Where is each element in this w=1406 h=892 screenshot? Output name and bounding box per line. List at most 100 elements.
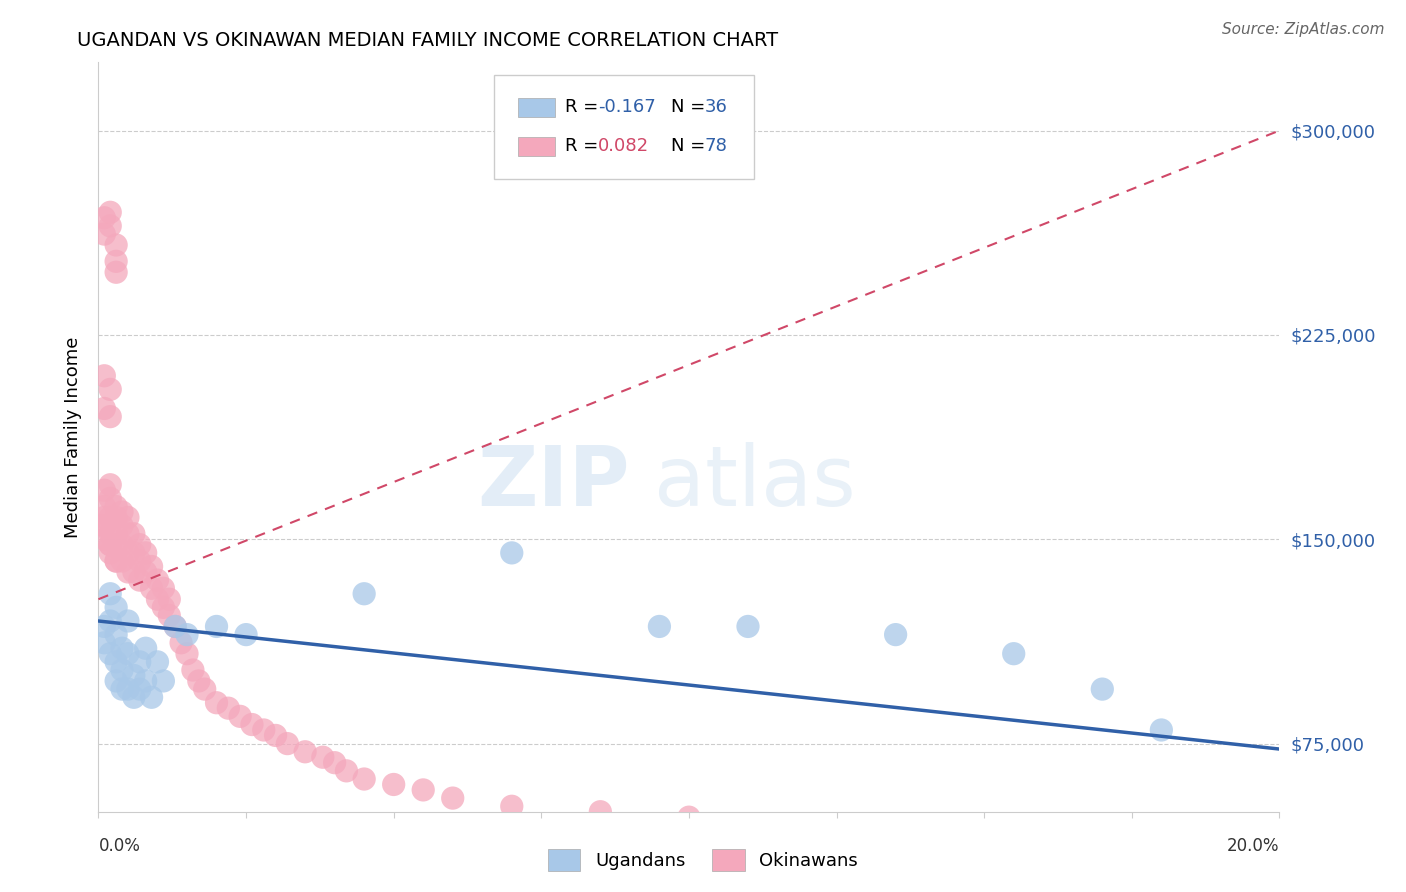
Y-axis label: Median Family Income: Median Family Income bbox=[63, 336, 82, 538]
Point bbox=[240, 717, 263, 731]
Point bbox=[181, 663, 204, 677]
Point bbox=[93, 510, 115, 524]
Point bbox=[141, 690, 163, 705]
Point bbox=[98, 538, 121, 552]
Text: R =: R = bbox=[565, 137, 605, 155]
Point bbox=[98, 409, 121, 424]
Point bbox=[589, 805, 612, 819]
Point bbox=[117, 647, 139, 661]
Point bbox=[105, 238, 128, 252]
Point bbox=[146, 592, 169, 607]
Point bbox=[128, 655, 150, 669]
Point bbox=[152, 673, 174, 688]
Point bbox=[135, 546, 157, 560]
Point bbox=[165, 619, 187, 633]
Point bbox=[122, 526, 145, 541]
Point bbox=[128, 682, 150, 697]
Point bbox=[117, 565, 139, 579]
Point bbox=[93, 518, 115, 533]
Point bbox=[152, 582, 174, 596]
Point bbox=[105, 265, 128, 279]
Point bbox=[152, 600, 174, 615]
Point bbox=[122, 668, 145, 682]
Point bbox=[98, 538, 121, 552]
Point bbox=[93, 227, 115, 241]
Point bbox=[122, 565, 145, 579]
Point bbox=[217, 701, 239, 715]
Point bbox=[105, 526, 128, 541]
Point bbox=[382, 777, 405, 791]
Point bbox=[229, 709, 252, 723]
Point bbox=[187, 673, 209, 688]
Point bbox=[412, 783, 434, 797]
Point bbox=[105, 627, 128, 641]
Text: ZIP: ZIP bbox=[478, 442, 630, 523]
Point bbox=[98, 491, 121, 506]
FancyBboxPatch shape bbox=[494, 75, 754, 178]
Point bbox=[105, 554, 128, 568]
Point bbox=[353, 587, 375, 601]
Point bbox=[170, 636, 193, 650]
Point bbox=[93, 636, 115, 650]
Point bbox=[884, 627, 907, 641]
Text: 36: 36 bbox=[704, 98, 727, 117]
Point bbox=[105, 254, 128, 268]
Point bbox=[117, 614, 139, 628]
Point bbox=[737, 619, 759, 633]
Point bbox=[117, 510, 139, 524]
Point bbox=[141, 559, 163, 574]
Point bbox=[312, 750, 335, 764]
Point bbox=[205, 619, 228, 633]
Point bbox=[501, 546, 523, 560]
Point bbox=[294, 745, 316, 759]
Point bbox=[146, 573, 169, 587]
Point bbox=[98, 614, 121, 628]
Point bbox=[205, 696, 228, 710]
Point bbox=[98, 477, 121, 491]
Point bbox=[264, 728, 287, 742]
Point bbox=[128, 573, 150, 587]
Point bbox=[105, 554, 128, 568]
Point bbox=[146, 655, 169, 669]
Point bbox=[105, 510, 128, 524]
Point bbox=[117, 546, 139, 560]
Point bbox=[157, 608, 180, 623]
Text: 0.0%: 0.0% bbox=[98, 837, 141, 855]
FancyBboxPatch shape bbox=[517, 98, 555, 117]
Point bbox=[93, 518, 115, 533]
Point bbox=[98, 587, 121, 601]
Point bbox=[117, 526, 139, 541]
Point bbox=[117, 682, 139, 697]
Point bbox=[93, 368, 115, 383]
Point bbox=[111, 538, 134, 552]
Point bbox=[105, 655, 128, 669]
Text: N =: N = bbox=[671, 137, 711, 155]
Point bbox=[111, 554, 134, 568]
Point bbox=[194, 682, 217, 697]
Point bbox=[93, 619, 115, 633]
Point bbox=[98, 219, 121, 233]
Point bbox=[111, 682, 134, 697]
Point bbox=[111, 641, 134, 656]
Point bbox=[441, 791, 464, 805]
Point bbox=[98, 546, 121, 560]
Text: 78: 78 bbox=[704, 137, 727, 155]
Point bbox=[323, 756, 346, 770]
Point bbox=[678, 810, 700, 824]
FancyBboxPatch shape bbox=[517, 136, 555, 156]
Point bbox=[253, 723, 276, 737]
Point bbox=[128, 538, 150, 552]
Point bbox=[93, 401, 115, 416]
Point bbox=[157, 592, 180, 607]
Text: 0.082: 0.082 bbox=[598, 137, 650, 155]
Point bbox=[276, 737, 298, 751]
Point bbox=[105, 600, 128, 615]
Point bbox=[98, 205, 121, 219]
Point bbox=[105, 500, 128, 514]
Text: R =: R = bbox=[565, 98, 605, 117]
Point bbox=[111, 663, 134, 677]
Legend: Ugandans, Okinawans: Ugandans, Okinawans bbox=[541, 842, 865, 879]
Point bbox=[98, 510, 121, 524]
Point bbox=[141, 582, 163, 596]
Text: N =: N = bbox=[671, 98, 711, 117]
